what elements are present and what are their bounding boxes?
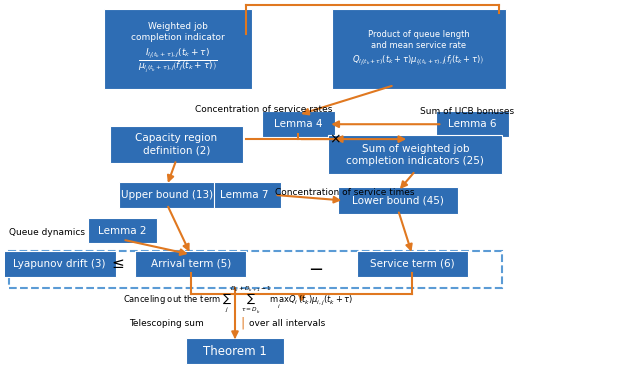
FancyBboxPatch shape [262,111,335,137]
Text: Concentration of service times: Concentration of service times [275,188,414,197]
FancyBboxPatch shape [3,251,116,277]
FancyBboxPatch shape [332,9,506,89]
FancyBboxPatch shape [120,182,214,208]
Text: Product of queue length
and mean service rate
$Q_{l_j(t_k+\tau)}(t_k+\tau)\mu_{l: Product of queue length and mean service… [353,30,484,68]
Text: Service term (6): Service term (6) [370,259,454,269]
Text: |: | [241,317,245,330]
Text: Theorem 1: Theorem 1 [203,345,267,358]
Text: Sum of UCB bonuses: Sum of UCB bonuses [420,107,515,116]
FancyBboxPatch shape [208,182,281,208]
Text: Weighted job
completion indicator
$\dfrac{I_{l_j(t_k+\tau),j}(t_k+\tau)}{\mu_{l_: Weighted job completion indicator $\dfra… [131,22,225,75]
Text: Capacity region
definition (2): Capacity region definition (2) [136,134,218,156]
FancyBboxPatch shape [357,251,468,277]
Text: Lemma 7: Lemma 7 [220,190,269,200]
FancyBboxPatch shape [110,126,243,163]
Text: Lemma 2: Lemma 2 [99,226,147,236]
FancyBboxPatch shape [104,9,252,89]
FancyBboxPatch shape [186,338,284,364]
Text: over all intervals: over all intervals [249,319,326,328]
Text: Arrival term (5): Arrival term (5) [150,259,231,269]
Text: Sum of weighted job
completion indicators (25): Sum of weighted job completion indicator… [346,144,484,166]
Text: Upper bound (13): Upper bound (13) [121,190,213,200]
Text: Lemma 6: Lemma 6 [448,119,497,129]
Text: Concentration of service rates: Concentration of service rates [195,105,333,114]
Text: Queue dynamics: Queue dynamics [9,228,84,237]
FancyBboxPatch shape [328,135,502,174]
FancyBboxPatch shape [436,111,509,137]
Text: Telescoping sum: Telescoping sum [129,319,204,328]
Text: $\times$: $\times$ [329,132,340,146]
Text: Canceling out the term $\sum_j \sum_{\tau=D_k}^{D_k+D_{k+1}-1} \max_i Q_i(t_k)\m: Canceling out the term $\sum_j \sum_{\ta… [123,285,353,315]
Text: Lower bound (45): Lower bound (45) [352,195,444,206]
Text: Lyapunov drift (3): Lyapunov drift (3) [13,259,106,269]
Text: $\leq$: $\leq$ [109,256,125,271]
FancyBboxPatch shape [338,188,458,213]
Text: Lemma 4: Lemma 4 [274,119,323,129]
Text: $-$: $-$ [308,258,323,276]
FancyBboxPatch shape [88,218,157,243]
FancyBboxPatch shape [135,251,246,277]
